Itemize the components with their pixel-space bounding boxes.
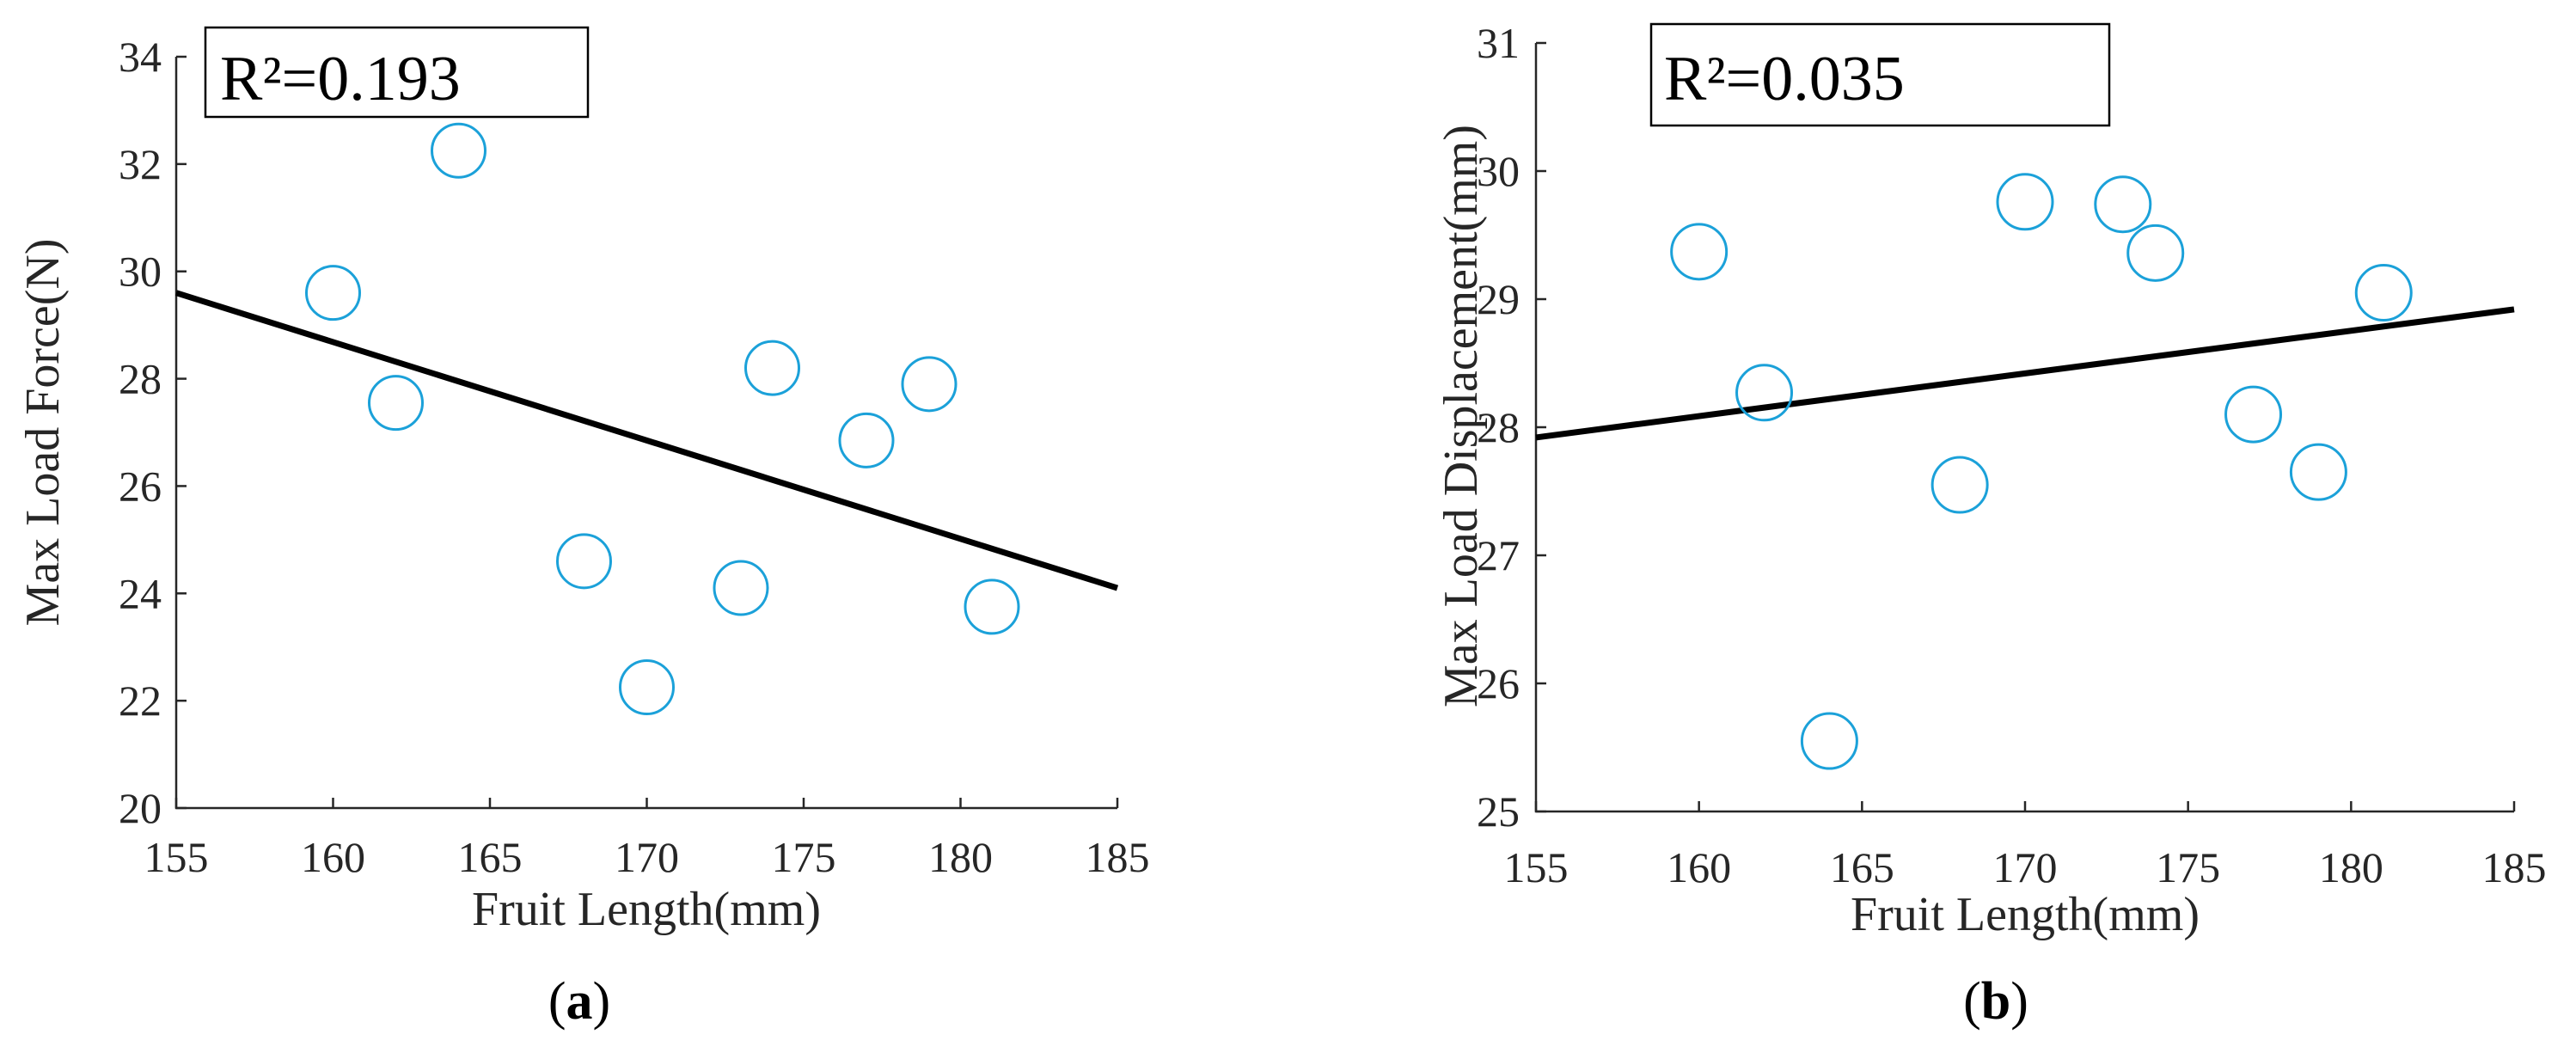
y-tick-label: 30	[119, 248, 162, 296]
data-point	[431, 122, 486, 179]
x-tick-label: 175	[2156, 843, 2220, 891]
x-tick-label: 180	[928, 833, 993, 881]
data-point	[305, 265, 361, 321]
data-point	[838, 412, 895, 468]
panel-a-caption: (a)	[548, 972, 610, 1031]
y-tick-label: 26	[119, 462, 162, 510]
panel-a-axes	[174, 57, 1117, 810]
x-tick-label: 185	[1086, 833, 1150, 881]
y-tick-label: 32	[119, 140, 162, 188]
data-point	[901, 356, 958, 413]
y-tick-label: 26	[1477, 659, 1520, 707]
panel-b-r2-box	[1649, 22, 2111, 127]
panel-a-x-axis-title: Fruit Length(mm)	[472, 883, 821, 936]
panel-b-fit-line	[1535, 306, 2515, 441]
y-tick-label: 24	[119, 569, 162, 617]
data-point	[744, 340, 800, 396]
data-point	[2094, 175, 2152, 234]
x-tick-label: 175	[772, 833, 836, 881]
panel-a-fit-line	[174, 290, 1119, 591]
panel-a-tick-labels: 155 160 165 170 175 180 185 20 22 24 26 28 30 32 34	[119, 33, 1150, 881]
panel-b-points	[1670, 173, 2413, 770]
panel-a-r2-text: R²=0.193	[220, 44, 461, 114]
data-point	[2354, 264, 2413, 322]
data-point	[1996, 173, 2054, 231]
x-tick-label: 170	[615, 833, 679, 881]
data-point	[619, 659, 675, 716]
x-tick-label: 165	[458, 833, 523, 881]
panel-b-tick-labels: 155 160 165 170 175 180 185 25 26 27 28 29 30 31	[1477, 19, 2547, 891]
data-point	[368, 375, 424, 432]
data-point	[2289, 443, 2347, 501]
data-point	[2126, 224, 2185, 282]
x-tick-label: 180	[2319, 843, 2383, 891]
y-tick-label: 20	[119, 784, 162, 832]
data-point	[1930, 456, 1989, 514]
data-point	[1735, 364, 1794, 422]
y-tick-label: 30	[1477, 147, 1520, 195]
y-tick-label: 25	[1477, 787, 1520, 836]
y-tick-label: 31	[1477, 19, 1520, 67]
y-tick-label: 28	[1477, 403, 1520, 451]
x-tick-label: 165	[1830, 843, 1894, 891]
y-tick-label: 27	[1477, 531, 1520, 579]
y-tick-label: 29	[1477, 275, 1520, 323]
data-point	[1670, 223, 1729, 281]
panel-b-y-axis-title: Max Load Displacement(mm)	[1435, 125, 1488, 707]
data-point	[2224, 385, 2283, 444]
y-tick-label: 28	[119, 355, 162, 403]
data-point	[556, 533, 612, 590]
panel-b-axes	[1534, 43, 2514, 813]
data-point	[964, 579, 1020, 635]
y-tick-label: 22	[119, 677, 162, 725]
panel-a-points	[305, 122, 1020, 716]
data-point	[1800, 712, 1858, 770]
panel-b: 155 160 165 170 175 180 185 25 26 27 28 29 30 31 R²=0…	[1435, 19, 2547, 1031]
data-point	[713, 560, 769, 616]
panel-b-x-axis-title: Fruit Length(mm)	[1851, 888, 2200, 941]
panel-b-caption: (b)	[1963, 972, 2028, 1031]
x-tick-label: 155	[1504, 843, 1569, 891]
x-tick-label: 185	[2482, 843, 2547, 891]
panel-a-r2-box	[204, 26, 590, 119]
panel-b-ticks	[1534, 41, 2516, 813]
x-tick-label: 160	[1667, 843, 1731, 891]
x-tick-label: 155	[144, 833, 209, 881]
panel-b-r2-text: R²=0.035	[1664, 44, 1905, 114]
y-tick-label: 34	[119, 33, 162, 81]
panel-a-ticks	[174, 55, 1119, 810]
panel-a: 155 160 165 170 175 180 185 20 22 24 26 28 30 32 34 R²…	[16, 26, 1150, 1031]
x-tick-label: 170	[1993, 843, 2058, 891]
x-tick-label: 160	[301, 833, 365, 881]
panel-a-y-axis-title: Max Load Force(N)	[16, 239, 70, 627]
